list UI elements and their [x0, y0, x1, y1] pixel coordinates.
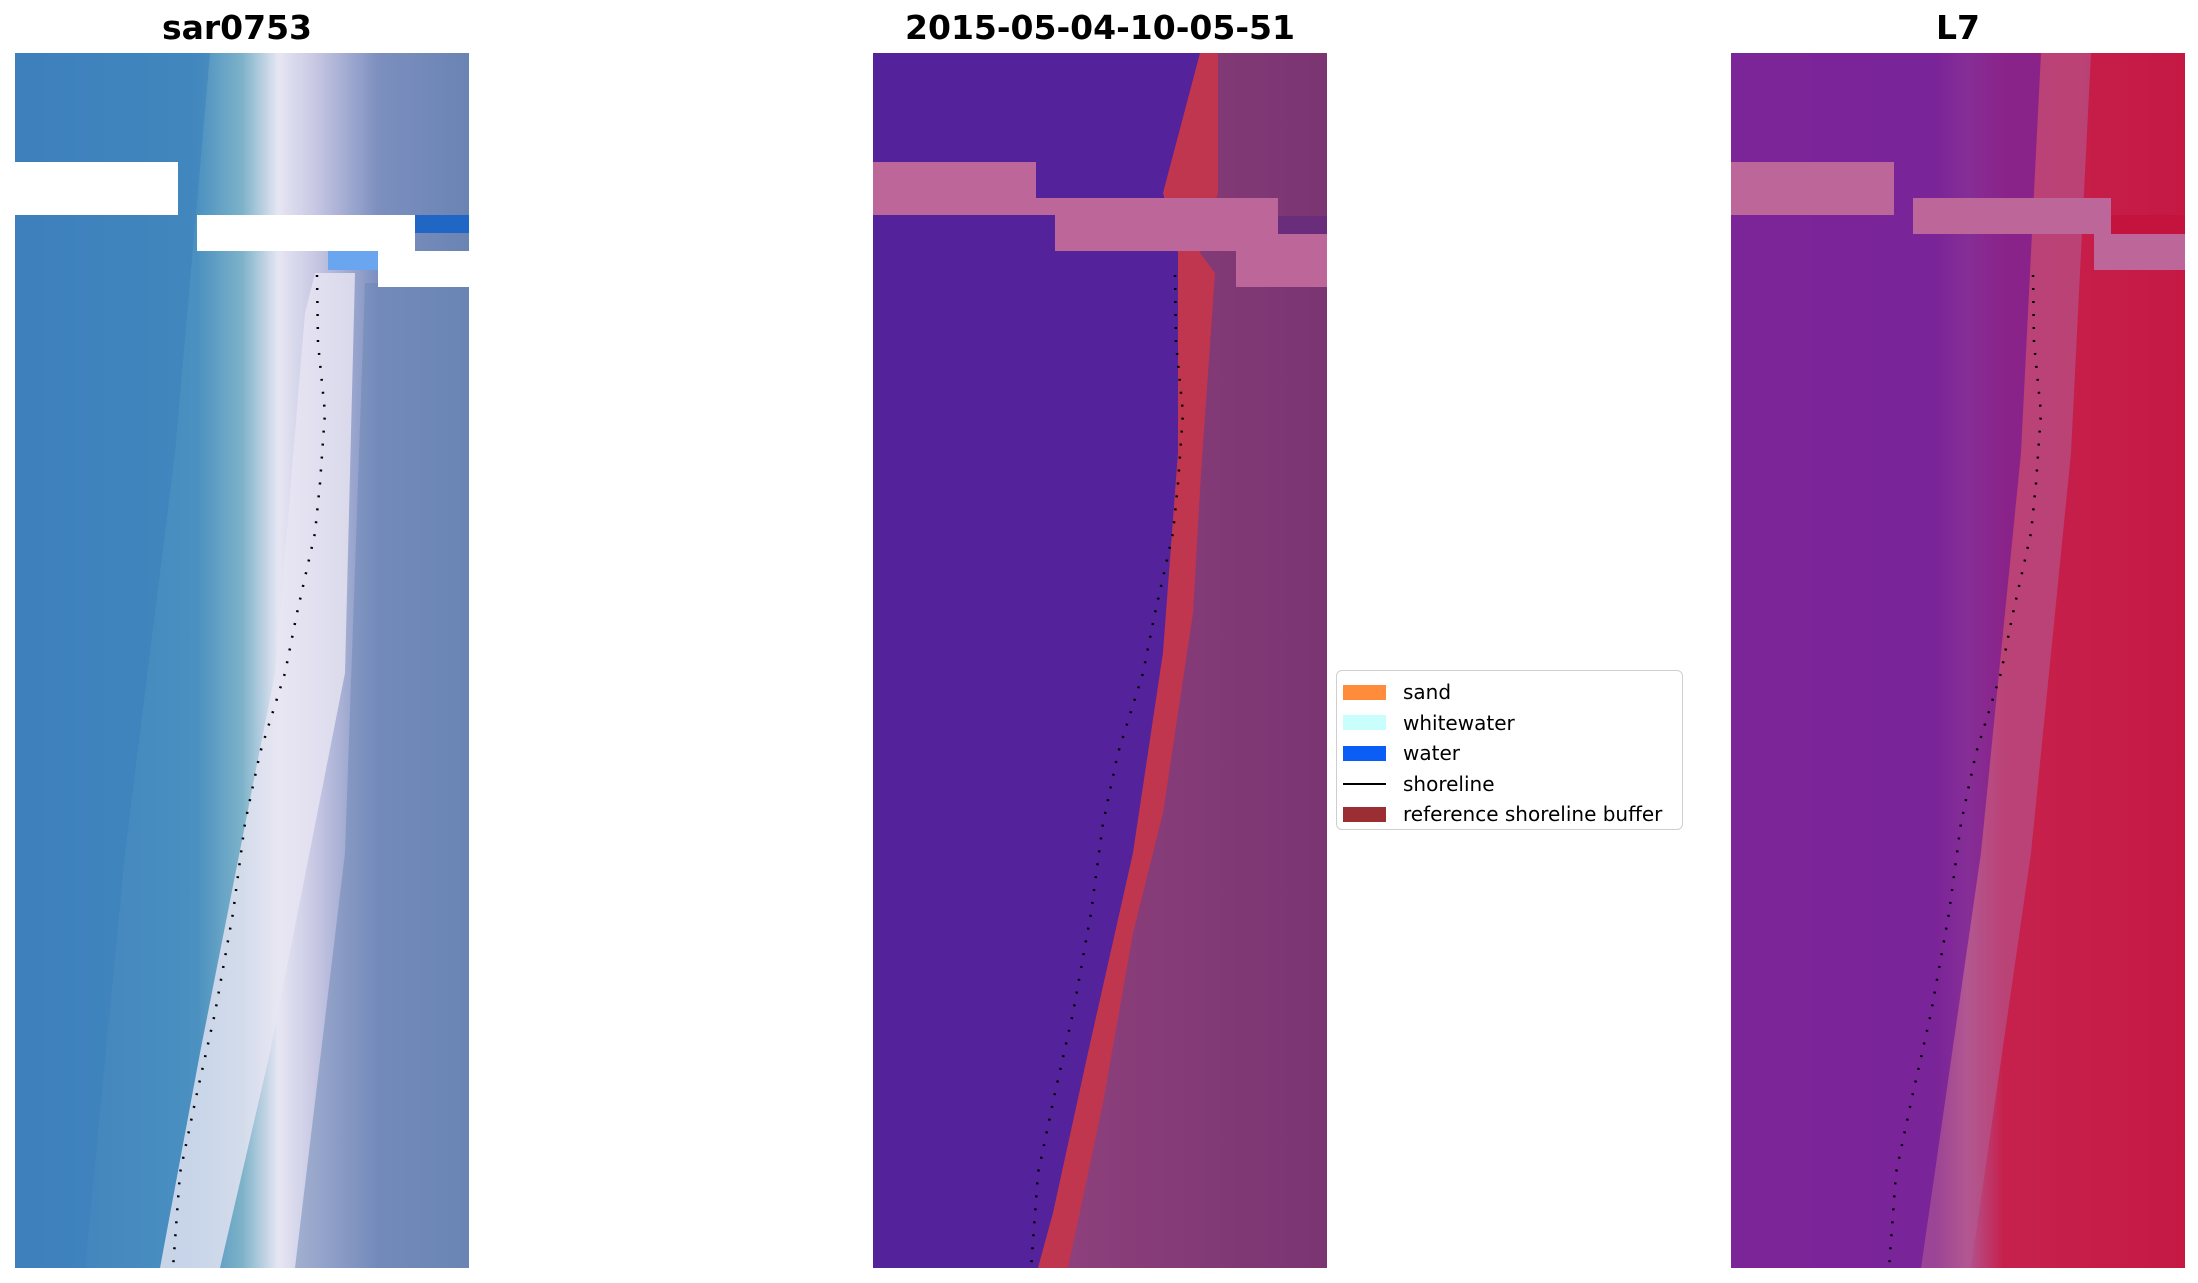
legend-label-whitewater: whitewater	[1403, 710, 1515, 735]
panel-title-rgb: sar0753	[161, 8, 313, 47]
legend-item-sand: sand	[1343, 677, 1682, 708]
shoreline-classified	[1029, 274, 1185, 1268]
legend-swatch-water	[1343, 745, 1386, 761]
legend-swatch-reference-buffer	[1343, 806, 1386, 822]
legend-swatch-shoreline	[1343, 782, 1386, 785]
shoreline-nir	[1887, 274, 2043, 1268]
cloud-mask-nir	[1731, 162, 2185, 270]
legend-swatch-whitewater	[1343, 715, 1386, 731]
legend-label-shoreline: shoreline	[1403, 771, 1495, 796]
legend-item-whitewater: whitewater	[1343, 708, 1682, 739]
legend-label-reference-buffer: reference shoreline buffer	[1403, 802, 1663, 827]
legend-swatch-sand	[1343, 684, 1386, 700]
panel-title-classification: 2015-05-04-10-05-51	[905, 8, 1295, 47]
rgb-image-panel	[15, 53, 469, 1268]
legend-item-water: water	[1343, 738, 1682, 769]
legend-label-water: water	[1403, 741, 1460, 766]
legend-label-sand: sand	[1403, 680, 1452, 705]
panel-title-nir: L7	[1936, 8, 1980, 47]
classification-panel	[873, 53, 1327, 1268]
legend-item-reference-buffer: reference shoreline buffer	[1343, 799, 1682, 830]
shoreline-rgb	[171, 274, 327, 1268]
legend: sand whitewater water shoreline referenc…	[1336, 670, 1683, 830]
cloud-mask-classified	[873, 162, 1327, 287]
legend-item-shoreline: shoreline	[1343, 769, 1682, 800]
cloud-mask	[15, 162, 469, 287]
nir-panel	[1731, 53, 2185, 1268]
